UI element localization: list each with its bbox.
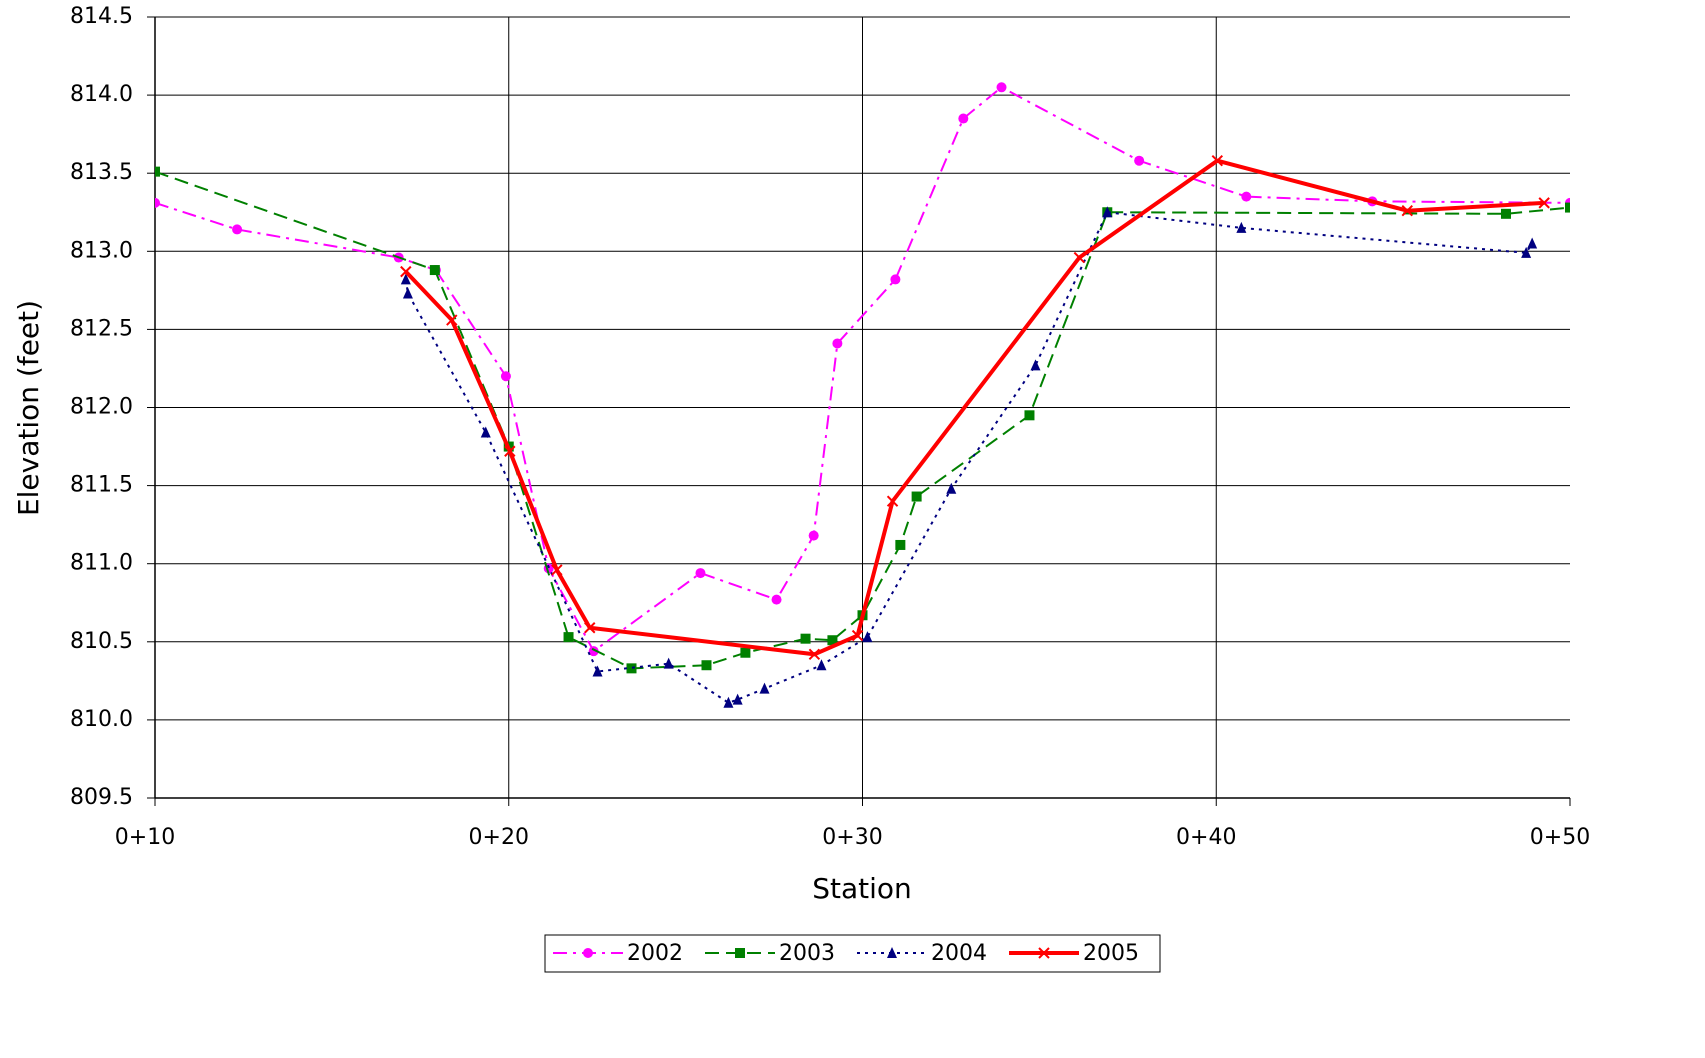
data-point <box>886 495 899 507</box>
legend-marker <box>583 948 593 958</box>
data-point <box>1401 204 1413 217</box>
data-point <box>996 82 1007 93</box>
series-line <box>404 158 1545 657</box>
y-tick-label: 814.0 <box>70 82 133 107</box>
data-point <box>1134 155 1145 166</box>
y-tick-label: 811.0 <box>70 551 133 576</box>
legend-marker <box>887 947 897 958</box>
x-axis-title: Station <box>812 872 912 905</box>
legend-label: 2005 <box>1083 941 1139 966</box>
data-point <box>1030 359 1041 371</box>
data-point <box>701 660 712 671</box>
data-point <box>808 530 819 541</box>
data-point <box>723 696 734 708</box>
legend-label: 2003 <box>779 941 835 966</box>
data-point <box>862 631 873 643</box>
y-axis-title: Elevation (feet) <box>12 300 45 516</box>
data-point <box>584 622 596 634</box>
data-point <box>626 663 637 674</box>
y-tick-label: 809.5 <box>70 785 133 810</box>
x-tick-label: 0+40 <box>1176 825 1236 850</box>
data-point <box>402 287 413 299</box>
x-tick-label: 0+50 <box>1530 825 1590 850</box>
data-point <box>551 564 563 576</box>
data-point <box>232 224 243 235</box>
data-point <box>1073 251 1086 264</box>
data-point <box>695 568 706 579</box>
data-point <box>563 632 574 643</box>
series-line <box>155 86 1570 653</box>
data-point <box>890 274 901 285</box>
data-point <box>1538 197 1550 209</box>
data-point <box>1236 221 1247 233</box>
data-point <box>832 338 843 349</box>
data-point <box>1521 246 1532 258</box>
y-tick-label: 811.5 <box>70 473 133 498</box>
x-tick-label: 0+10 <box>115 825 175 850</box>
data-point <box>480 426 491 438</box>
y-tick-label: 810.0 <box>70 707 133 732</box>
data-point <box>946 482 957 494</box>
legend-label: 2002 <box>627 941 683 966</box>
data-point <box>400 265 412 278</box>
series-line <box>155 170 1570 670</box>
data-point <box>1565 202 1570 213</box>
data-point <box>1024 410 1035 421</box>
y-tick-label: 812.0 <box>70 395 133 420</box>
data-point <box>808 648 821 661</box>
data-point <box>592 665 603 677</box>
legend-label: 2004 <box>931 941 987 966</box>
data-point <box>663 657 674 669</box>
data-point <box>155 197 160 208</box>
y-tick-label: 812.5 <box>70 316 133 341</box>
data-point <box>771 594 782 605</box>
x-tick-label: 0+20 <box>469 825 529 850</box>
data-point <box>1241 191 1252 202</box>
data-point <box>958 113 969 124</box>
data-point <box>1500 208 1511 219</box>
data-point <box>827 635 838 646</box>
data-point <box>911 491 922 502</box>
y-tick-label: 814.5 <box>70 4 133 29</box>
data-point <box>429 265 440 276</box>
data-point <box>446 314 458 326</box>
plot-area <box>155 82 1570 708</box>
y-tick-label: 813.0 <box>70 238 133 263</box>
data-point <box>895 539 906 550</box>
data-point <box>1527 237 1538 249</box>
series-line <box>404 211 1533 704</box>
data-point <box>500 371 511 382</box>
data-point <box>759 682 770 694</box>
data-point <box>800 633 811 644</box>
data-point <box>816 659 827 671</box>
data-point <box>740 647 751 658</box>
data-point <box>1211 154 1224 167</box>
data-point <box>588 646 599 657</box>
data-point <box>155 166 160 177</box>
y-tick-label: 810.5 <box>70 629 133 654</box>
legend-marker <box>735 948 745 958</box>
data-point <box>1102 206 1113 218</box>
y-tick-label: 813.5 <box>70 160 133 185</box>
legend-marker <box>1038 947 1050 959</box>
data-point <box>400 273 411 285</box>
data-point <box>851 629 864 642</box>
data-point <box>504 445 516 457</box>
data-point <box>732 693 743 705</box>
x-tick-label: 0+30 <box>822 825 882 850</box>
